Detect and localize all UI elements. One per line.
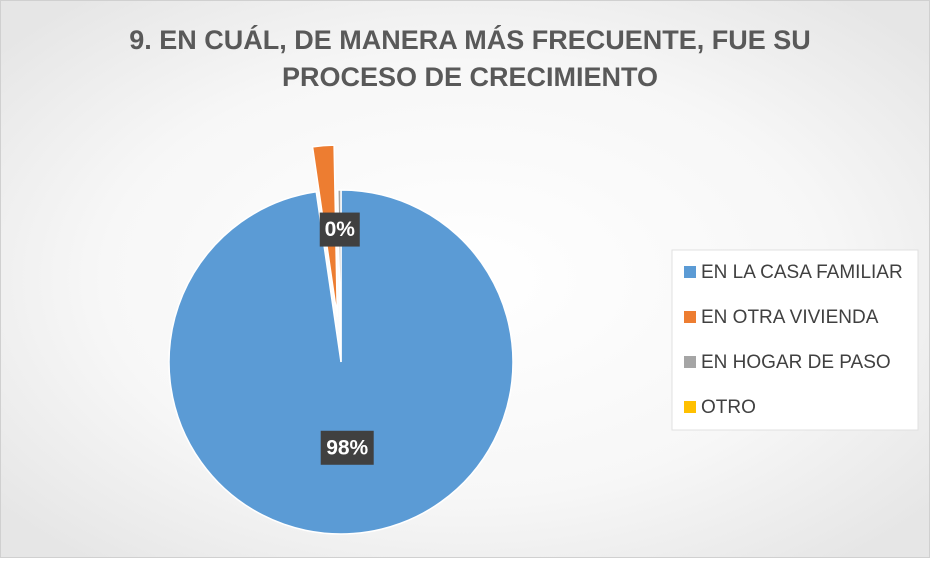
data-label-box [320,430,374,465]
legend-box [671,249,919,431]
legend-swatch [684,266,696,278]
legend-label: EN HOGAR DE PASO [701,352,891,373]
legend-swatch [684,401,696,413]
chart-subtitle: PROCESO DE CRECIMIENTO [282,62,658,92]
legend-swatch [684,311,696,323]
chart-title: 9. EN CUÁL, DE MANERA MÁS FRECUENTE, FUE… [129,24,811,55]
legend-label: EN OTRA VIVIENDA [701,307,879,328]
data-label: 98% [326,436,368,459]
legend-swatch [684,356,696,368]
data-label: 0% [325,218,356,241]
legend-label: OTRO [701,397,756,418]
legend-label: EN LA CASA FAMILIAR [701,262,903,283]
data-label-box [319,212,360,247]
